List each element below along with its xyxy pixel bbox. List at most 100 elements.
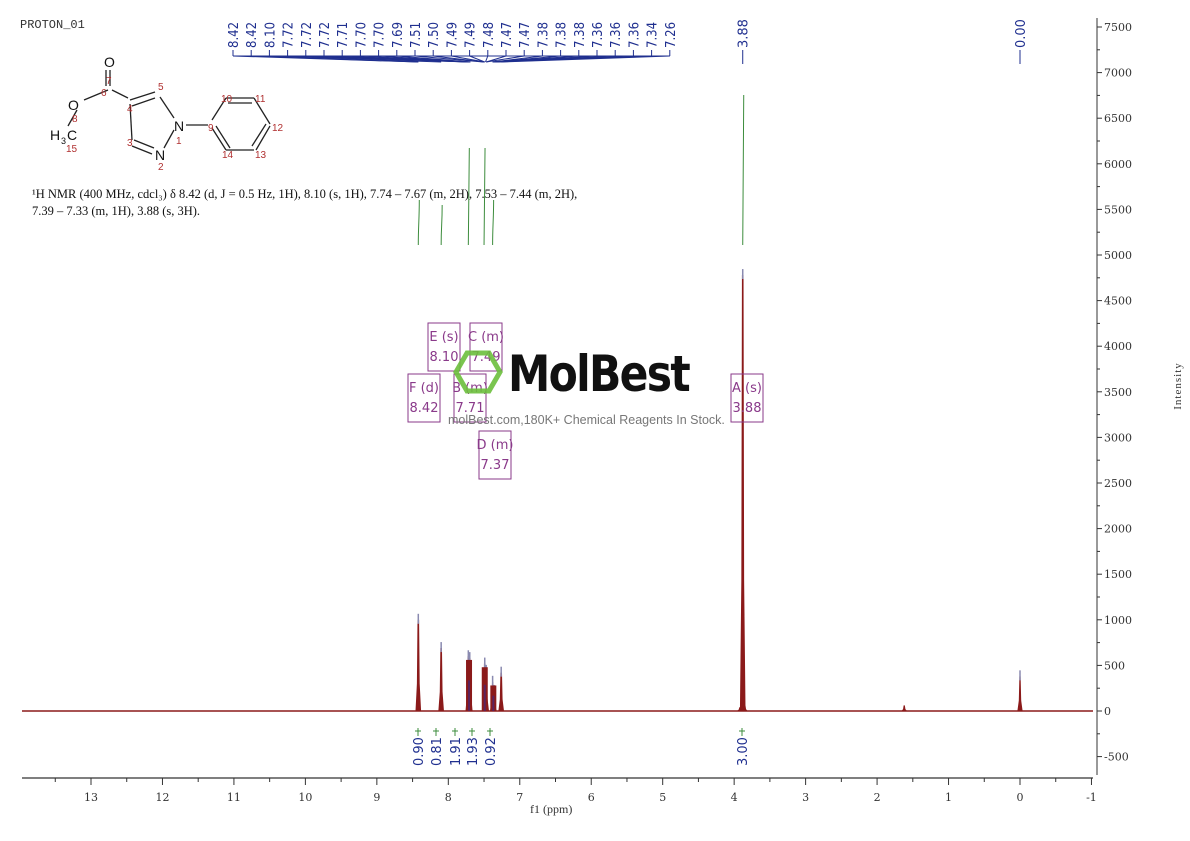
svg-text:7.37: 7.37 [481,458,510,473]
y-tick-label: 4000 [1104,340,1132,353]
spectrum-peak [737,707,743,712]
y-axis-label: Intensity [1172,362,1184,410]
peak-label: 7.72 [318,22,333,48]
svg-text:F (d): F (d) [409,381,439,396]
peak-label: 8.10 [263,22,278,48]
peak-label: 7.72 [300,22,315,48]
y-tick-label: 7000 [1104,67,1132,80]
x-tick-label: 7 [516,791,523,804]
spectrum-peak [498,672,504,712]
svg-text:12: 12 [272,123,284,134]
svg-text:E (s): E (s) [429,330,458,345]
svg-text:11: 11 [255,94,266,105]
multiplet-box: F (d) 8.42 [407,373,441,423]
peak-label: 7.69 [391,22,406,48]
integral-value: 0.90 [412,737,427,766]
peak-label: 7.51 [409,22,424,48]
y-tick-label: 1000 [1104,614,1132,627]
multiplet-box: E (s) 8.10 [427,322,461,372]
peak-label: 7.47 [518,22,533,48]
peak-label: 8.42 [227,22,242,48]
peak-label: 3.88 [737,19,752,48]
svg-text:B (m): B (m) [452,381,488,396]
y-tick-label: 5000 [1104,249,1132,262]
y-tick-label: 7500 [1104,21,1132,34]
x-tick-label: 3 [802,791,809,804]
y-tick-label: 4500 [1104,295,1132,308]
spectrum-peak [739,275,746,712]
integral-value: 1.91 [449,737,464,766]
peak-label-group: 8.42 8.42 8.10 7.72 7.72 7.72 7.71 7.70 7.70 7.69… [227,19,1029,64]
peak-label: 7.49 [445,22,460,48]
svg-text:1: 1 [176,136,182,147]
integral-value: 0.81 [430,737,445,766]
svg-text:5: 5 [158,82,164,93]
peak-label: 7.36 [609,22,624,48]
peak-label: 7.71 [336,22,351,48]
peak-label: 7.50 [427,22,442,48]
svg-text:14: 14 [222,150,234,161]
x-tick-label: 2 [874,791,881,804]
peak-label: 7.38 [573,22,588,48]
integral-value: 3.00 [736,737,751,766]
multiplet-box: C (m)7.49 [468,322,504,372]
svg-text:4: 4 [127,104,133,115]
x-axis-label: f1 (ppm) [530,802,573,816]
svg-text:13: 13 [255,150,267,161]
y-tick-label: 5500 [1104,203,1132,216]
x-tick-label: 9 [373,791,380,804]
y-tick-label: 2500 [1104,477,1132,490]
peak-label: 7.72 [282,22,297,48]
integral-curve [440,204,443,246]
x-tick-label: 10 [298,791,312,804]
peak-label: 7.26 [664,22,679,48]
x-tick-label: 6 [588,791,595,804]
svg-text:8.42: 8.42 [410,401,439,416]
svg-text:O: O [68,97,79,113]
svg-text:15: 15 [66,144,78,155]
peak-label: 7.38 [536,22,551,48]
integral-curve [417,199,420,246]
svg-text:7: 7 [106,76,112,87]
svg-text:3: 3 [61,136,66,146]
peak-label: 7.49 [464,22,479,48]
svg-text:2: 2 [158,162,164,173]
multiplet-box: D (m) 7.37 [477,430,513,480]
peak-label: 7.47 [500,22,515,48]
peak-label: 7.70 [354,22,369,48]
svg-text:N: N [174,118,184,134]
svg-text:3: 3 [127,138,133,149]
svg-text:8.10: 8.10 [430,350,459,365]
svg-text:9: 9 [208,123,214,134]
spectrum-peak [742,705,748,712]
y-tick-label: 1500 [1104,568,1132,581]
peak-label: 7.38 [555,22,570,48]
spectrum-peak [438,648,444,712]
integral-curve [492,199,495,246]
x-tick-label: 4 [731,791,738,804]
integral-curve [467,147,470,246]
x-tick-label: 0 [1017,791,1024,804]
svg-text:A (s): A (s) [732,381,762,396]
integral-curve [483,147,486,246]
nmr-description: ¹H NMR (400 MHz, cdcl₃) δ 8.42 (d, J = 0… [32,187,578,218]
x-tick-label: 13 [84,791,98,804]
svg-text:3.88: 3.88 [733,401,762,416]
svg-text:O: O [104,54,115,70]
peak-label: 7.36 [591,22,606,48]
watermark-hexagon-icon [453,350,503,394]
y-tick-label: 6000 [1104,158,1132,171]
x-tick-label: 12 [155,791,169,804]
integral-value: 1.93 [466,737,481,766]
x-tick-label: 5 [659,791,666,804]
integral-curve [742,94,745,246]
y-tick-label: 3000 [1104,431,1132,444]
y-tick-label: -500 [1104,751,1129,764]
peak-label: 8.42 [245,22,260,48]
spectrum-peak [1017,676,1023,712]
svg-text:C: C [67,127,77,143]
svg-text:10: 10 [221,94,233,105]
y-tick-label: 6500 [1104,112,1132,125]
y-tick-label: 0 [1104,705,1111,718]
